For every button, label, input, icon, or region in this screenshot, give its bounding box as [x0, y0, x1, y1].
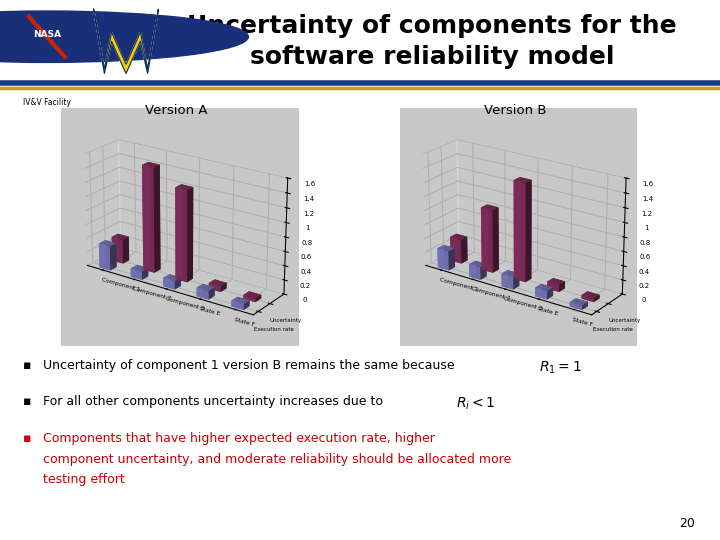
- Text: Components that have higher expected execution rate, higher: Components that have higher expected exe…: [43, 432, 435, 445]
- Text: NASA: NASA: [32, 30, 61, 39]
- Text: ▪: ▪: [23, 432, 32, 445]
- Text: ▪: ▪: [23, 395, 32, 408]
- Text: component uncertainty, and moderate reliability should be allocated more: component uncertainty, and moderate reli…: [43, 453, 511, 465]
- Circle shape: [0, 11, 248, 63]
- Text: $R_i<1$: $R_i<1$: [456, 395, 496, 411]
- Text: testing effort: testing effort: [43, 473, 125, 486]
- Text: Uncertainty of component 1 version B remains the same because: Uncertainty of component 1 version B rem…: [43, 359, 459, 372]
- Text: For all other components uncertainty increases due to: For all other components uncertainty inc…: [43, 395, 387, 408]
- Text: software reliability model: software reliability model: [250, 45, 614, 69]
- Text: Version B: Version B: [484, 104, 546, 117]
- Text: $R_1=1$: $R_1=1$: [539, 359, 582, 375]
- Text: 20: 20: [679, 517, 695, 530]
- Text: IV&V Facility: IV&V Facility: [23, 98, 71, 107]
- Text: Uncertainty of components for the: Uncertainty of components for the: [187, 14, 677, 38]
- Polygon shape: [94, 9, 158, 73]
- Text: Version A: Version A: [145, 104, 207, 117]
- Text: ▪: ▪: [23, 359, 32, 372]
